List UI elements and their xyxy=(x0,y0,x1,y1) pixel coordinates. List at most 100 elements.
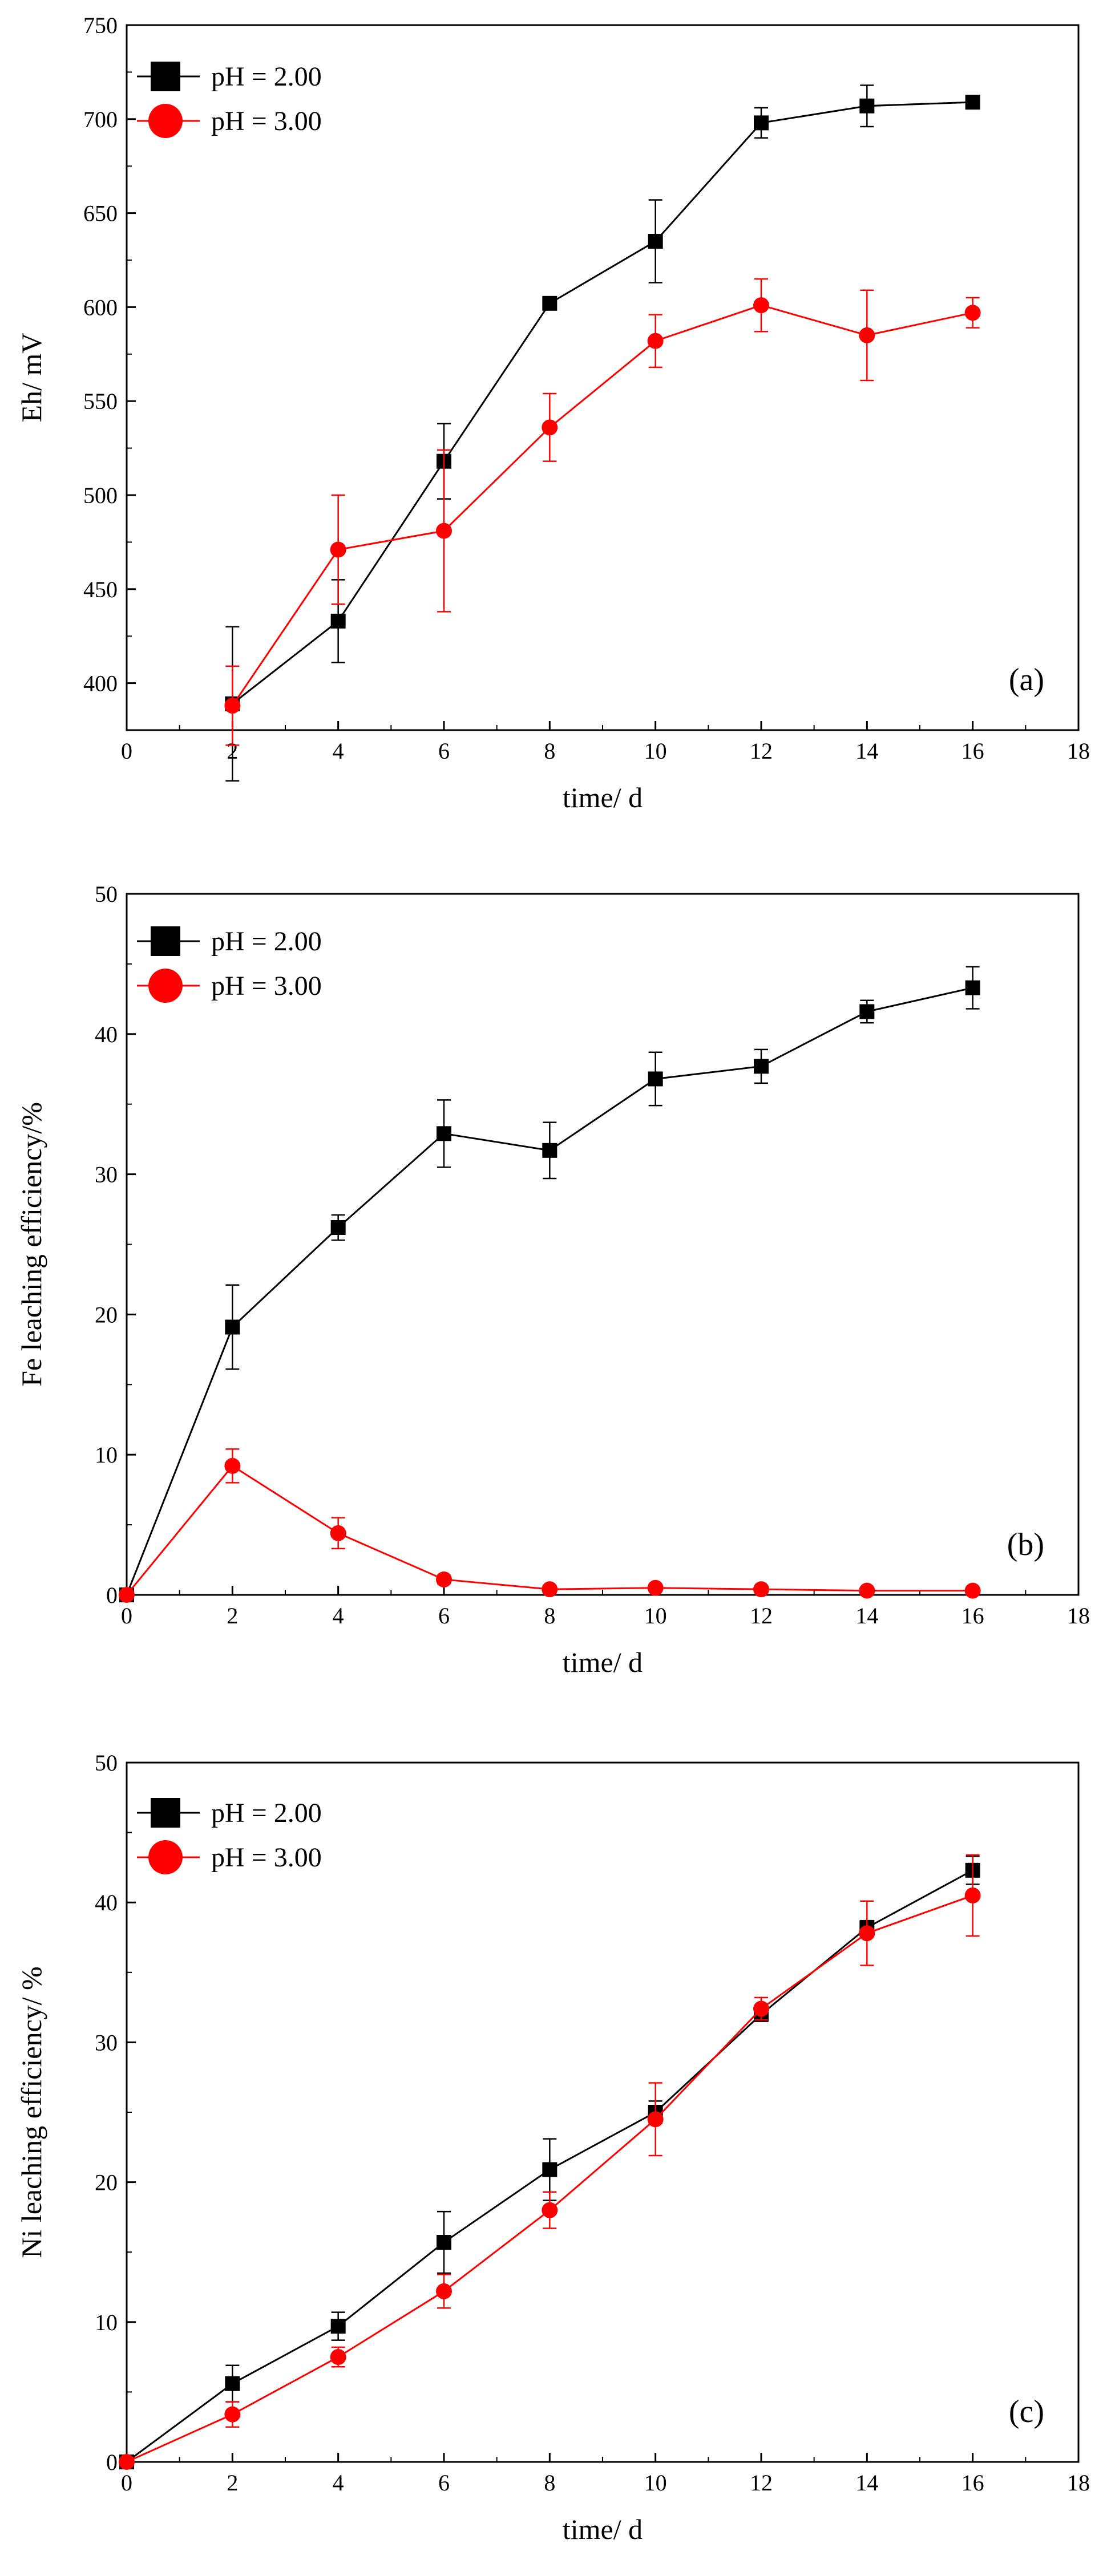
data-point xyxy=(225,2376,240,2391)
legend-label: pH = 3.00 xyxy=(211,106,322,136)
data-point xyxy=(224,698,241,714)
data-point xyxy=(330,541,346,558)
legend-label: pH = 2.00 xyxy=(211,926,322,957)
legend-marker xyxy=(148,1840,183,1874)
x-tick-label: 4 xyxy=(333,738,344,764)
data-point xyxy=(753,297,769,314)
x-tick-label: 8 xyxy=(544,738,555,764)
x-tick-label: 8 xyxy=(544,2470,555,2496)
chart-panel-a: 024681012141618400450500550600650700750t… xyxy=(15,13,1090,813)
y-tick-label: 20 xyxy=(95,1302,118,1327)
x-tick-label: 16 xyxy=(961,2470,984,2496)
x-tick-label: 2 xyxy=(227,1603,238,1629)
data-point xyxy=(754,1059,769,1074)
y-tick-label: 50 xyxy=(95,881,118,907)
legend: pH = 2.00 pH = 3.00 xyxy=(137,62,322,138)
series-ph-2 xyxy=(225,84,980,782)
y-tick-label: 500 xyxy=(83,483,118,508)
y-tick-label: 550 xyxy=(83,388,118,414)
y-axis-label: Fe leaching efficiency/% xyxy=(15,1102,47,1387)
data-point xyxy=(648,1071,663,1087)
y-axis-label: Ni leaching efficiency/ % xyxy=(15,1966,47,2258)
data-point xyxy=(330,613,346,629)
series-ph-2 xyxy=(119,966,980,1602)
y-tick-label: 10 xyxy=(95,1442,118,1468)
series-ph-2 xyxy=(119,1856,980,2469)
y-tick-label: 700 xyxy=(83,107,118,132)
x-tick-label: 6 xyxy=(438,738,450,764)
data-point xyxy=(119,1587,135,1603)
x-tick-label: 0 xyxy=(121,738,132,764)
data-point xyxy=(330,2349,346,2366)
legend: pH = 2.00 pH = 3.00 xyxy=(137,926,322,1003)
x-tick-label: 2 xyxy=(227,2470,238,2496)
data-point xyxy=(436,523,452,539)
x-axis-label: time/ d xyxy=(563,2513,643,2545)
x-tick-label: 14 xyxy=(855,738,878,764)
x-tick-label: 4 xyxy=(333,1603,344,1629)
legend-marker xyxy=(151,926,180,956)
data-point xyxy=(119,2454,135,2470)
data-point xyxy=(859,98,875,114)
x-tick-label: 12 xyxy=(750,1603,773,1629)
x-axis-label: time/ d xyxy=(563,781,643,813)
legend: pH = 2.00 pH = 3.00 xyxy=(137,1798,322,1874)
series-ph-3 xyxy=(119,1854,981,2470)
data-point xyxy=(330,1220,346,1236)
data-point xyxy=(224,1457,241,1474)
x-axis-label: time/ d xyxy=(563,1646,643,1678)
series-line xyxy=(232,304,973,706)
y-tick-label: 10 xyxy=(95,2310,118,2335)
legend-marker xyxy=(151,62,180,91)
data-point xyxy=(437,2235,451,2250)
data-point xyxy=(754,115,769,131)
x-tick-label: 18 xyxy=(1067,1603,1090,1629)
x-tick-label: 10 xyxy=(644,1603,667,1629)
panel-label: (b) xyxy=(1007,1527,1044,1562)
x-tick-label: 0 xyxy=(121,2470,132,2496)
y-tick-label: 450 xyxy=(83,577,118,602)
x-tick-label: 4 xyxy=(333,2470,344,2496)
series-ph-3 xyxy=(224,278,981,746)
x-tick-label: 16 xyxy=(961,738,984,764)
legend-marker xyxy=(151,1798,180,1828)
data-point xyxy=(964,1887,981,1903)
series-line xyxy=(126,987,973,1595)
data-point xyxy=(859,1004,875,1019)
x-tick-label: 6 xyxy=(438,1603,450,1629)
x-tick-label: 6 xyxy=(438,2470,450,2496)
x-tick-label: 10 xyxy=(644,738,667,764)
data-point xyxy=(859,327,875,343)
y-tick-label: 600 xyxy=(83,294,118,320)
legend-label: pH = 2.00 xyxy=(211,62,322,92)
data-point xyxy=(542,419,558,436)
data-point xyxy=(647,333,664,349)
chart-panel-b: 0 2 4 6 8 10 12 14 16 18 0 10 20 30 40 50 time/ d Fe leac… xyxy=(15,881,1090,1678)
data-point xyxy=(330,2319,346,2334)
data-point xyxy=(542,2202,558,2218)
data-point xyxy=(224,2406,241,2423)
y-tick-label: 50 xyxy=(95,1750,118,1776)
panel-label: (c) xyxy=(1009,2394,1044,2429)
data-point xyxy=(330,1525,346,1541)
data-point xyxy=(965,95,980,110)
x-tick-label: 0 xyxy=(121,1603,132,1629)
data-point xyxy=(964,305,981,321)
y-tick-label: 0 xyxy=(106,2449,118,2475)
legend-marker xyxy=(148,969,183,1003)
data-point xyxy=(859,1925,875,1942)
legend-label: pH = 3.00 xyxy=(211,971,322,1001)
data-point xyxy=(542,1581,558,1598)
x-tick-label: 8 xyxy=(544,1603,555,1629)
y-tick-label: 30 xyxy=(95,2030,118,2055)
x-tick-label: 18 xyxy=(1067,2470,1090,2496)
x-tick-label: 16 xyxy=(961,1603,984,1629)
series-line xyxy=(126,1464,973,1595)
y-tick-label: 400 xyxy=(83,671,118,696)
data-point xyxy=(964,1582,981,1599)
legend-label: pH = 2.00 xyxy=(211,1798,322,1828)
data-point xyxy=(542,2162,557,2177)
x-tick-label: 12 xyxy=(750,2470,773,2496)
chart-panel-c: 0 2 4 6 8 10 12 14 16 18 0 10 20 30 40 50 time/ d Ni leac… xyxy=(15,1750,1090,2545)
